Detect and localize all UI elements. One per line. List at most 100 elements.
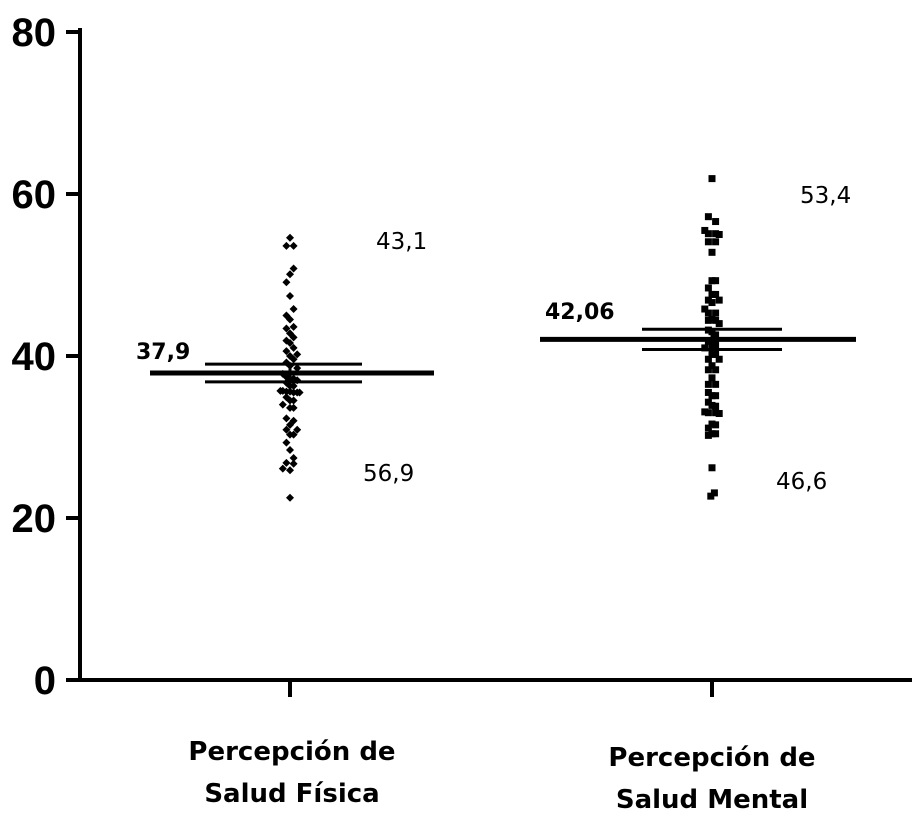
data-point bbox=[712, 421, 720, 429]
data-point bbox=[712, 392, 720, 400]
data-point bbox=[712, 238, 720, 246]
data-point bbox=[712, 430, 720, 438]
data-point bbox=[704, 213, 712, 221]
data-point bbox=[293, 425, 302, 434]
data-point bbox=[289, 305, 298, 314]
labels: Percepción de Salud Física Percepción de… bbox=[136, 183, 851, 814]
data-point bbox=[701, 344, 709, 352]
data-point bbox=[704, 431, 712, 439]
data-point bbox=[708, 374, 716, 382]
data-point bbox=[708, 350, 716, 358]
data-point bbox=[704, 230, 712, 238]
annotation-fisica-lower: 56,9 bbox=[363, 461, 414, 487]
data-point bbox=[282, 241, 291, 250]
data-point bbox=[708, 430, 716, 438]
data-point bbox=[282, 458, 291, 467]
data-point bbox=[712, 309, 720, 317]
data-point bbox=[710, 489, 718, 497]
data-point bbox=[708, 175, 716, 183]
data-point bbox=[704, 238, 712, 246]
data-point bbox=[289, 459, 298, 468]
data-point bbox=[289, 343, 298, 352]
data-point bbox=[704, 355, 712, 363]
y-tick-label-20: 20 bbox=[12, 497, 57, 541]
data-point bbox=[708, 362, 716, 370]
data-point bbox=[701, 305, 709, 313]
category-label-mental-line2: Salud Mental bbox=[616, 785, 808, 814]
annotation-mental-upper: 53,4 bbox=[800, 183, 851, 209]
data-point bbox=[708, 248, 716, 256]
data-point bbox=[708, 420, 716, 428]
data-point bbox=[712, 230, 720, 238]
data-point bbox=[715, 355, 723, 363]
data-point bbox=[715, 231, 723, 238]
data-point bbox=[286, 270, 294, 279]
data-point bbox=[286, 420, 294, 429]
category-label-mental-line1: Percepción de bbox=[608, 743, 815, 773]
axes bbox=[78, 28, 912, 682]
data-point bbox=[712, 316, 720, 324]
data-point bbox=[712, 380, 720, 388]
data-point bbox=[289, 430, 298, 439]
data-point bbox=[282, 347, 291, 356]
y-tick-label-0: 0 bbox=[34, 659, 56, 703]
data-point bbox=[704, 424, 712, 432]
data-point bbox=[286, 292, 294, 301]
y-tick-label-40: 40 bbox=[12, 335, 57, 379]
data-point bbox=[712, 331, 720, 339]
data-point bbox=[704, 309, 712, 317]
mean-label-mental: 42,06 bbox=[545, 300, 615, 325]
data-point bbox=[712, 218, 720, 226]
data-point bbox=[712, 366, 720, 374]
data-point bbox=[701, 408, 709, 416]
data-point bbox=[715, 410, 723, 418]
y-tick-label-60: 60 bbox=[12, 173, 57, 217]
data-point bbox=[282, 425, 291, 434]
data-point bbox=[712, 290, 720, 298]
data-point bbox=[708, 299, 716, 307]
data-point bbox=[701, 226, 709, 234]
data-point bbox=[707, 492, 715, 500]
data-point bbox=[715, 296, 723, 304]
data-point bbox=[708, 290, 716, 298]
data-point bbox=[708, 401, 716, 409]
annotation-mental-lower: 46,6 bbox=[776, 469, 827, 495]
y-tick-label-80: 80 bbox=[12, 11, 57, 55]
data-point bbox=[282, 324, 291, 333]
data-point bbox=[704, 380, 712, 388]
data-point bbox=[708, 464, 716, 472]
data-point bbox=[704, 296, 712, 304]
data-points bbox=[276, 175, 723, 502]
data-point bbox=[289, 381, 298, 390]
data-point bbox=[295, 388, 304, 397]
data-point bbox=[289, 322, 298, 331]
data-point bbox=[704, 388, 712, 396]
data-point bbox=[286, 445, 294, 454]
data-point bbox=[278, 464, 287, 473]
data-point bbox=[289, 264, 298, 273]
data-point bbox=[286, 233, 294, 242]
data-point bbox=[286, 315, 294, 324]
data-point bbox=[289, 355, 298, 364]
data-point bbox=[282, 438, 291, 447]
data-point bbox=[712, 350, 720, 358]
data-point bbox=[286, 493, 294, 502]
data-point bbox=[708, 392, 716, 400]
data-point bbox=[282, 414, 291, 423]
y-ticks: 0 20 40 60 80 bbox=[12, 11, 80, 703]
data-point bbox=[282, 278, 291, 287]
data-point bbox=[704, 409, 712, 417]
data-point bbox=[704, 284, 712, 292]
data-point bbox=[712, 341, 720, 349]
annotation-fisica-upper: 43,1 bbox=[376, 229, 427, 255]
data-point bbox=[708, 277, 716, 285]
data-point bbox=[708, 316, 716, 324]
x-ticks bbox=[288, 680, 714, 697]
data-point bbox=[289, 403, 298, 412]
data-point bbox=[289, 333, 298, 342]
mean-label-fisica: 37,9 bbox=[136, 340, 190, 365]
category-label-fisica-line1: Percepción de bbox=[188, 737, 395, 767]
data-point bbox=[715, 320, 723, 328]
data-point bbox=[712, 277, 720, 285]
